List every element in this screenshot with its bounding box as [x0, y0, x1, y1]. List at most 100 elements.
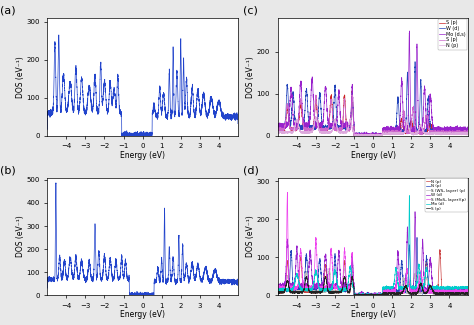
- N (p): [284, 287, 290, 291]
- S (p): [427, 285, 432, 289]
- Mo (d): [344, 287, 350, 291]
- S (WS₂ layer) (p): [416, 291, 422, 295]
- Line: N (p): N (p): [278, 250, 468, 295]
- N (p): [275, 292, 281, 296]
- S (MoS₂ layer)(p): [351, 293, 357, 297]
- N (p): [351, 134, 357, 138]
- S (p): [388, 131, 393, 135]
- S (p): [427, 128, 432, 132]
- Mo (d,s): [427, 105, 432, 109]
- Mo (d,s): [344, 124, 350, 128]
- W (d): [275, 289, 281, 293]
- W (d): [396, 111, 402, 115]
- Line: S (WS₂ layer) (p): S (WS₂ layer) (p): [278, 268, 468, 295]
- N (p): [427, 288, 432, 292]
- W (d): [351, 293, 357, 297]
- Mo (d,s): [416, 127, 422, 131]
- S (p): [284, 106, 290, 110]
- S (WS₂ layer) (p): [427, 289, 432, 293]
- S (WS₂ layer) (p): [351, 293, 357, 297]
- Line: S (p): S (p): [278, 95, 468, 136]
- W (d): [427, 267, 432, 271]
- S (p): [465, 133, 471, 136]
- N (p): [396, 289, 402, 293]
- S (p): [388, 130, 393, 134]
- Line: Mo (d,s): Mo (d,s): [278, 31, 468, 136]
- Line: N (p): N (p): [278, 237, 468, 295]
- W (d): [284, 84, 290, 88]
- N (p): [427, 290, 432, 294]
- N (p): [284, 259, 290, 263]
- S (WS₂ layer) (p): [342, 266, 347, 270]
- N (p): [414, 235, 420, 239]
- Y-axis label: DOS (eV⁻¹): DOS (eV⁻¹): [16, 215, 25, 257]
- Mo (d,s): [388, 125, 393, 129]
- Legend: S (p), W (d), Mo (d,s), S (p), N (p): S (p), W (d), Mo (d,s), S (p), N (p): [438, 19, 467, 50]
- Line: Mo (d): Mo (d): [278, 196, 468, 295]
- S (MoS₂ layer)(p): [427, 289, 432, 292]
- S (p): [396, 130, 402, 134]
- Mo (d,s): [396, 128, 402, 132]
- W (d): [388, 130, 393, 134]
- N (p): [416, 127, 422, 131]
- S (p): [351, 134, 357, 138]
- S (p): [304, 274, 310, 278]
- W (d): [275, 130, 281, 134]
- N (p): [313, 115, 319, 119]
- S (MoS₂ layer)(p): [388, 289, 393, 293]
- S (MoS₂ layer)(p): [396, 278, 402, 281]
- Line: W (d): W (d): [278, 62, 468, 136]
- W (d): [416, 123, 422, 127]
- X-axis label: Energy (eV): Energy (eV): [351, 151, 396, 160]
- N (p): [465, 292, 471, 296]
- Line: N (p): N (p): [278, 117, 468, 136]
- Mo (d): [465, 289, 471, 292]
- S (p): [351, 134, 357, 138]
- Mo (d): [407, 194, 412, 198]
- S (MoS₂ layer)(p): [284, 190, 290, 194]
- S (WS₂ layer) (p): [275, 292, 281, 296]
- S (p): [416, 131, 422, 135]
- S (p): [396, 292, 402, 295]
- N (p): [396, 291, 402, 295]
- W (d): [427, 112, 432, 116]
- W (d): [396, 266, 402, 270]
- N (p): [388, 131, 393, 135]
- S (MoS₂ layer)(p): [344, 284, 350, 288]
- S (p): [427, 125, 432, 129]
- N (p): [275, 292, 281, 295]
- Mo (d): [275, 291, 281, 295]
- Mo (d): [388, 286, 393, 290]
- Text: (d): (d): [244, 165, 259, 175]
- N (p): [437, 248, 443, 252]
- Mo (d,s): [407, 29, 412, 33]
- N (p): [344, 287, 350, 291]
- S (p): [416, 286, 422, 290]
- S (p): [349, 89, 355, 93]
- Text: (a): (a): [0, 6, 15, 16]
- Text: (c): (c): [244, 6, 258, 16]
- S (p): [284, 102, 290, 106]
- Mo (d): [351, 293, 357, 297]
- W (d): [465, 289, 471, 293]
- Mo (d,s): [351, 134, 357, 138]
- N (p): [388, 290, 393, 294]
- N (p): [351, 293, 357, 297]
- W (d): [344, 124, 350, 128]
- N (p): [465, 292, 471, 295]
- X-axis label: Energy (eV): Energy (eV): [120, 151, 165, 160]
- X-axis label: Energy (eV): Energy (eV): [351, 310, 396, 319]
- N (p): [344, 288, 350, 292]
- Line: W (d): W (d): [278, 212, 468, 295]
- S (WS₂ layer) (p): [396, 292, 402, 295]
- X-axis label: Energy (eV): Energy (eV): [120, 310, 165, 319]
- S (p): [349, 93, 355, 97]
- S (p): [465, 132, 471, 136]
- Mo (d,s): [284, 124, 290, 128]
- N (p): [275, 132, 281, 136]
- S (p): [344, 126, 350, 130]
- W (d): [412, 210, 418, 214]
- S (WS₂ layer) (p): [344, 287, 350, 291]
- S (WS₂ layer) (p): [388, 291, 393, 295]
- W (d): [351, 134, 357, 138]
